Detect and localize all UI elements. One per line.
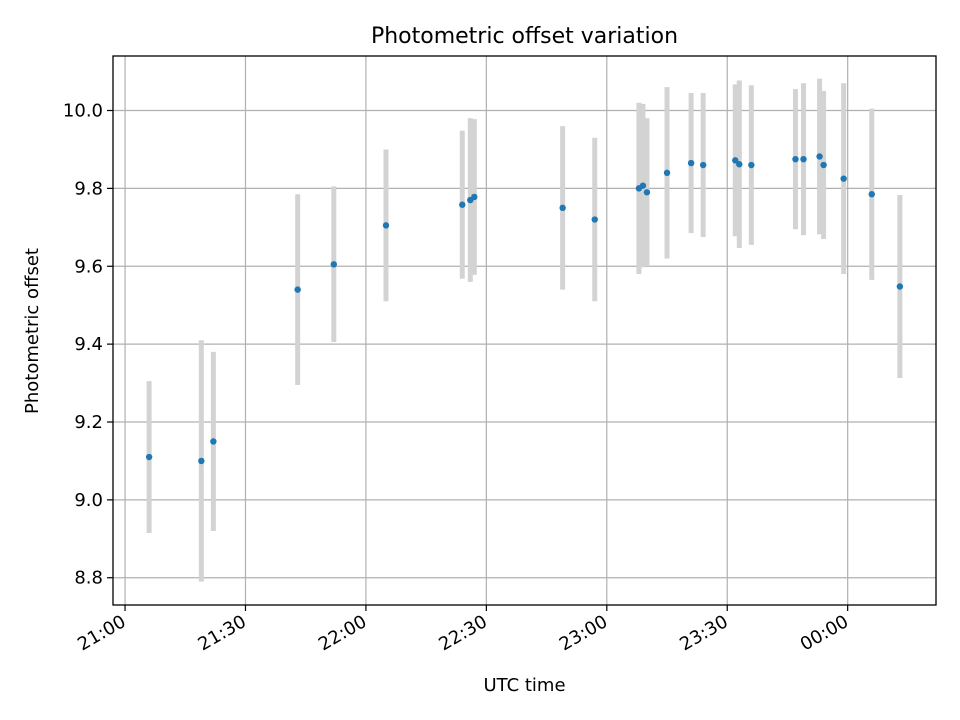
x-tick-label: 00:00: [797, 611, 852, 655]
grid: [113, 56, 936, 605]
chart-title: Photometric offset variation: [371, 24, 678, 49]
data-point: [639, 182, 647, 189]
data-point: [459, 201, 466, 208]
data-point: [816, 153, 823, 160]
x-tick-label: 22:30: [435, 611, 490, 655]
data-point: [896, 283, 904, 290]
y-tick-label: 9.0: [74, 490, 103, 511]
data-point: [145, 453, 153, 461]
y-tick-label: 9.8: [74, 178, 103, 199]
data-point: [699, 161, 707, 169]
data-point: [294, 286, 301, 293]
data-point: [840, 175, 847, 182]
error-bars: [146, 78, 903, 582]
data-point: [210, 438, 217, 445]
x-axis-label: UTC time: [483, 675, 565, 696]
data-point: [643, 189, 651, 196]
data-point: [663, 169, 671, 177]
x-tick-label: 21:00: [74, 611, 129, 655]
x-tick-label: 22:00: [315, 611, 370, 655]
data-point: [736, 161, 743, 168]
data-point: [792, 155, 799, 163]
y-tick-label: 9.6: [74, 256, 103, 277]
data-point: [559, 204, 566, 212]
x-tick-label: 23:30: [676, 611, 731, 655]
y-tick-label: 9.4: [74, 334, 103, 355]
y-tick-label: 8.8: [74, 568, 103, 589]
y-tick-label: 10.0: [63, 101, 103, 122]
y-tick-label: 9.2: [74, 412, 103, 433]
plot-area-frame: [112, 55, 937, 606]
y-axis: 8.8 9.0 9.2 9.4 9.6 9.8 10.0: [63, 101, 113, 589]
x-axis: 21:00 21:30 22:00 22:30 23:00 23:30 00:00: [74, 605, 852, 655]
y-axis-label: Photometric offset: [22, 248, 43, 414]
data-point: [820, 161, 827, 169]
data-point: [471, 193, 478, 201]
data-point: [591, 216, 598, 223]
data-point: [868, 191, 875, 198]
x-tick-label: 21:30: [195, 611, 250, 655]
data-point: [748, 161, 755, 169]
data-point: [687, 159, 695, 167]
data-point: [330, 261, 338, 268]
data-points: [145, 153, 904, 465]
data-point: [732, 157, 739, 164]
data-point: [800, 155, 807, 163]
data-point: [198, 457, 205, 465]
data-point: [382, 222, 390, 229]
x-tick-label: 23:00: [556, 611, 611, 655]
